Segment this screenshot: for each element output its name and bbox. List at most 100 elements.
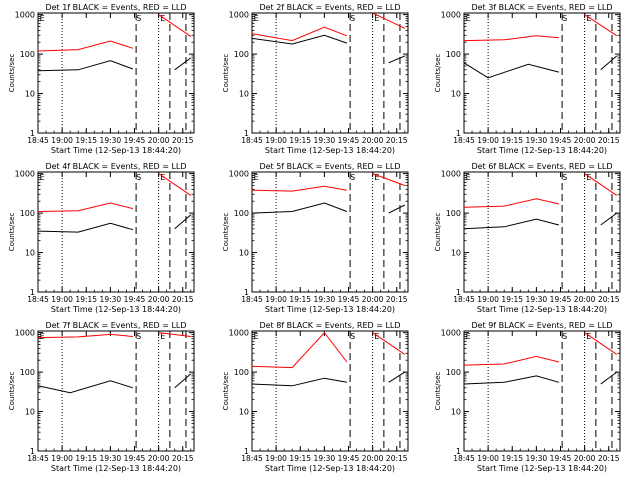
panel-title: Det 2f BLACK = Events, RED = LLD bbox=[259, 3, 400, 12]
series-lld-line bbox=[37, 14, 192, 52]
marker-label: E bbox=[40, 173, 45, 182]
y-tick-label: 100 bbox=[20, 50, 35, 59]
x-tick-label: 20:15 bbox=[598, 295, 620, 304]
marker-label: E bbox=[374, 332, 379, 341]
x-tick-label: 19:00 bbox=[477, 295, 499, 304]
panel-9: Det 9f BLACK = Events, RED = LLD 1 10 100 10… bbox=[434, 321, 621, 473]
x-tick-label: 18:45 bbox=[27, 454, 49, 463]
series-lld-line bbox=[463, 14, 618, 42]
y-tick-label: 1 bbox=[244, 129, 249, 138]
y-tick-label: 1000 bbox=[15, 11, 35, 20]
y-tick-label: 100 bbox=[446, 50, 461, 59]
x-tick-label: 20:00 bbox=[362, 295, 384, 304]
y-axis-label: Counts/sec bbox=[8, 372, 16, 411]
plot-frame bbox=[463, 330, 621, 452]
y-tick-label: 1000 bbox=[229, 170, 249, 179]
y-tick-label: 1 bbox=[244, 288, 249, 297]
plot-frame bbox=[251, 171, 409, 293]
series-events-line bbox=[37, 373, 192, 394]
panel-2: Det 2f BLACK = Events, RED = LLD 1 10 100 10… bbox=[222, 3, 409, 155]
x-tick-label: 19:00 bbox=[51, 454, 73, 463]
x-tick-label: 19:45 bbox=[338, 295, 360, 304]
x-tick-label: 19:45 bbox=[338, 136, 360, 145]
series-events-line bbox=[251, 34, 405, 64]
y-tick-label: 100 bbox=[446, 368, 461, 377]
x-axis-label: Start Time (12-Sep-13 18:44:20) bbox=[51, 146, 181, 155]
marker-label: E bbox=[254, 173, 259, 182]
x-tick-label: 20:00 bbox=[574, 136, 596, 145]
y-tick-label: 100 bbox=[234, 368, 249, 377]
x-axis-label: Start Time (12-Sep-13 18:44:20) bbox=[265, 305, 395, 314]
y-tick-label: 10 bbox=[239, 90, 249, 99]
y-tick-label: 100 bbox=[446, 209, 461, 218]
y-tick-label: 1 bbox=[244, 447, 249, 456]
x-tick-label: 19:15 bbox=[501, 454, 523, 463]
series-lld-line bbox=[251, 173, 405, 192]
y-axis-label: Counts/sec bbox=[434, 54, 442, 93]
y-tick-label: 10 bbox=[239, 249, 249, 258]
x-tick-label: 19:00 bbox=[265, 454, 287, 463]
x-tick-label: 20:15 bbox=[598, 454, 620, 463]
x-tick-label: 20:00 bbox=[574, 295, 596, 304]
x-axis-label: Start Time (12-Sep-13 18:44:20) bbox=[477, 464, 607, 473]
x-tick-label: 19:00 bbox=[477, 136, 499, 145]
x-tick-label: 18:45 bbox=[453, 454, 475, 463]
x-tick-label: 18:45 bbox=[453, 295, 475, 304]
y-tick-label: 1 bbox=[30, 288, 35, 297]
x-tick-label: 19:15 bbox=[75, 454, 97, 463]
y-axis-label: Counts/sec bbox=[434, 372, 442, 411]
marker-label: E bbox=[586, 173, 591, 182]
panel-title: Det 3f BLACK = Events, RED = LLD bbox=[471, 3, 612, 12]
plot-frame bbox=[251, 12, 409, 134]
marker-label: E bbox=[160, 14, 165, 23]
x-tick-label: 20:00 bbox=[362, 136, 384, 145]
panel-title: Det 7f BLACK = Events, RED = LLD bbox=[45, 321, 186, 330]
x-tick-label: 20:00 bbox=[148, 136, 170, 145]
x-tick-label: 19:15 bbox=[289, 136, 311, 145]
y-tick-label: 1 bbox=[456, 288, 461, 297]
x-tick-label: 19:30 bbox=[526, 454, 548, 463]
marker-label: E bbox=[40, 332, 45, 341]
y-tick-label: 1000 bbox=[441, 329, 461, 338]
marker-label: E bbox=[254, 332, 259, 341]
x-tick-label: 20:15 bbox=[172, 454, 194, 463]
marker-label: E bbox=[466, 14, 471, 23]
y-tick-label: 1000 bbox=[441, 11, 461, 20]
x-tick-label: 19:15 bbox=[289, 454, 311, 463]
x-tick-label: 19:30 bbox=[526, 295, 548, 304]
y-axis-label: Counts/sec bbox=[8, 213, 16, 252]
y-tick-label: 100 bbox=[234, 50, 249, 59]
marker-label: E bbox=[466, 173, 471, 182]
marker-label: S bbox=[136, 173, 141, 182]
plot-frame bbox=[37, 12, 195, 134]
x-tick-label: 19:30 bbox=[314, 454, 336, 463]
x-tick-label: 19:30 bbox=[100, 295, 122, 304]
y-tick-label: 1 bbox=[30, 447, 35, 456]
x-tick-label: 19:30 bbox=[100, 454, 122, 463]
y-axis-label: Counts/sec bbox=[8, 54, 16, 93]
series-lld-line bbox=[251, 331, 406, 369]
series-events-line bbox=[251, 202, 406, 214]
marker-label: E bbox=[160, 332, 165, 341]
y-axis-label: Counts/sec bbox=[222, 372, 230, 411]
x-tick-label: 19:30 bbox=[526, 136, 548, 145]
x-tick-label: 19:45 bbox=[124, 295, 146, 304]
y-tick-label: 1000 bbox=[15, 170, 35, 179]
plot-frame bbox=[463, 171, 621, 293]
x-tick-label: 19:00 bbox=[265, 295, 287, 304]
x-tick-label: 20:15 bbox=[598, 136, 620, 145]
marker-label: S bbox=[562, 14, 567, 23]
x-tick-label: 20:15 bbox=[386, 454, 408, 463]
panel-title: Det 6f BLACK = Events, RED = LLD bbox=[471, 162, 612, 171]
panel-title: Det 4f BLACK = Events, RED = LLD bbox=[45, 162, 186, 171]
series-events-line bbox=[463, 55, 618, 79]
marker-label: S bbox=[136, 332, 141, 341]
x-tick-label: 20:15 bbox=[172, 295, 194, 304]
panel-1: Det 1f BLACK = Events, RED = LLD 1 10 100 10… bbox=[8, 3, 195, 155]
x-tick-label: 19:15 bbox=[501, 136, 523, 145]
panel-8: Det 8f BLACK = Events, RED = LLD 1 10 100 10… bbox=[222, 321, 409, 473]
x-tick-label: 19:00 bbox=[51, 295, 73, 304]
y-tick-label: 1 bbox=[30, 129, 35, 138]
y-tick-label: 100 bbox=[20, 368, 35, 377]
